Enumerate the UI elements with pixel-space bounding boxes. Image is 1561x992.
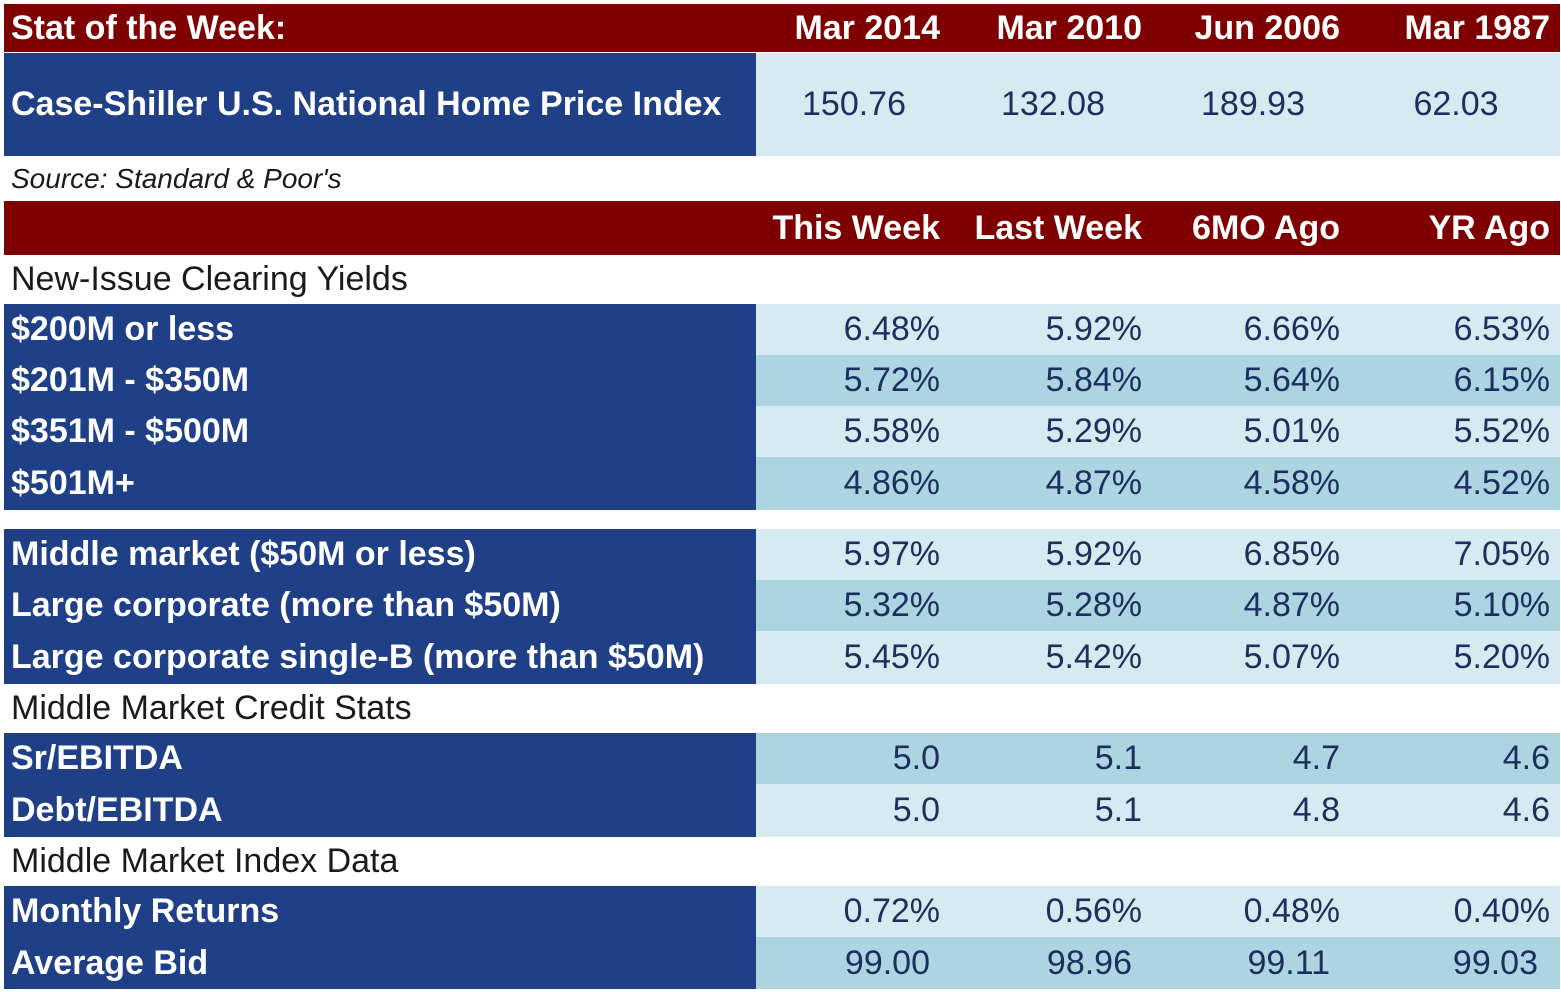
- cell-last-week: 4.87%: [952, 457, 1154, 510]
- stat-header-col-2: Mar 2010: [996, 8, 1142, 47]
- cell-this-week: 0.72%: [756, 886, 952, 937]
- cell-this-week: 5.0: [756, 784, 952, 837]
- table-header-last-week: Last Week: [974, 208, 1142, 247]
- table-row: Large corporate single-B (more than $50M…: [4, 631, 1560, 684]
- table-header-this-week: This Week: [772, 208, 940, 247]
- cell-this-week: 5.0: [756, 733, 952, 784]
- cell-yr-ago: 6.15%: [1352, 355, 1560, 406]
- cell-last-week: 5.1: [952, 733, 1154, 784]
- table-row: Monthly Returns 0.72% 0.56% 0.48% 0.40%: [4, 886, 1560, 937]
- cell-6mo-ago: 5.01%: [1154, 406, 1352, 457]
- cell-this-week: 6.48%: [756, 304, 952, 355]
- cell-last-week: 98.96: [952, 937, 1154, 989]
- table-row: $351M - $500M 5.58% 5.29% 5.01% 5.52%: [4, 406, 1560, 457]
- table-row: $501M+ 4.86% 4.87% 4.58% 4.52%: [4, 457, 1560, 510]
- cell-last-week: 0.56%: [952, 886, 1154, 937]
- cell-last-week: 5.92%: [952, 304, 1154, 355]
- row-label: $201M - $350M: [4, 355, 756, 406]
- cell-last-week: 5.28%: [952, 580, 1154, 631]
- cell-yr-ago: 99.03: [1352, 937, 1560, 989]
- row-label: Sr/EBITDA: [4, 733, 756, 784]
- table-row: Average Bid 99.00 98.96 99.11 99.03: [4, 937, 1560, 989]
- row-label: Average Bid: [4, 937, 756, 989]
- stat-row-label: Case-Shiller U.S. National Home Price In…: [4, 53, 756, 156]
- table-header-spacer: [4, 201, 756, 255]
- stat-value-4: 62.03: [1352, 53, 1560, 156]
- cell-this-week: 5.45%: [756, 631, 952, 684]
- row-label: Debt/EBITDA: [4, 784, 756, 837]
- cell-yr-ago: 4.6: [1352, 733, 1560, 784]
- table-row: Middle market ($50M or less) 5.97% 5.92%…: [4, 529, 1560, 580]
- table-header-yr-ago: YR Ago: [1428, 208, 1550, 247]
- cell-last-week: 5.1: [952, 784, 1154, 837]
- row-label: Large corporate (more than $50M): [4, 580, 756, 631]
- row-label: Large corporate single-B (more than $50M…: [4, 631, 756, 684]
- table-header-6mo-ago: 6MO Ago: [1192, 208, 1340, 247]
- stat-row: Case-Shiller U.S. National Home Price In…: [4, 53, 1560, 156]
- cell-last-week: 5.92%: [952, 529, 1154, 580]
- stat-value-2: 132.08: [952, 53, 1154, 156]
- cell-6mo-ago: 6.85%: [1154, 529, 1352, 580]
- cell-yr-ago: 6.53%: [1352, 304, 1560, 355]
- cell-last-week: 5.29%: [952, 406, 1154, 457]
- cell-yr-ago: 4.52%: [1352, 457, 1560, 510]
- cell-6mo-ago: 6.66%: [1154, 304, 1352, 355]
- cell-6mo-ago: 4.58%: [1154, 457, 1352, 510]
- stat-header-title: Stat of the Week:: [11, 8, 287, 47]
- cell-this-week: 5.72%: [756, 355, 952, 406]
- cell-this-week: 4.86%: [756, 457, 952, 510]
- section-index-data: Middle Market Index Data: [11, 842, 399, 880]
- cell-6mo-ago: 5.64%: [1154, 355, 1352, 406]
- row-label: $351M - $500M: [4, 406, 756, 457]
- cell-yr-ago: 7.05%: [1352, 529, 1560, 580]
- cell-last-week: 5.84%: [952, 355, 1154, 406]
- cell-yr-ago: 5.52%: [1352, 406, 1560, 457]
- cell-6mo-ago: 0.48%: [1154, 886, 1352, 937]
- row-label: Middle market ($50M or less): [4, 529, 756, 580]
- cell-this-week: 99.00: [756, 937, 952, 989]
- section-new-issue: New-Issue Clearing Yields: [11, 260, 408, 298]
- row-label: $501M+: [4, 457, 756, 510]
- section-credit-stats: Middle Market Credit Stats: [11, 689, 412, 727]
- cell-this-week: 5.32%: [756, 580, 952, 631]
- table-header-row: This Week Last Week 6MO Ago YR Ago: [4, 201, 1560, 255]
- table-row: $201M - $350M 5.72% 5.84% 5.64% 6.15%: [4, 355, 1560, 406]
- table-row: Sr/EBITDA 5.0 5.1 4.7 4.6: [4, 733, 1560, 784]
- stat-header-col-3: Jun 2006: [1194, 8, 1340, 47]
- stat-value-1: 150.76: [756, 53, 952, 156]
- cell-6mo-ago: 4.8: [1154, 784, 1352, 837]
- stat-header-col-4: Mar 1987: [1404, 8, 1550, 47]
- source-note: Source: Standard & Poor's: [11, 163, 342, 194]
- cell-last-week: 5.42%: [952, 631, 1154, 684]
- table-row: Debt/EBITDA 5.0 5.1 4.8 4.6: [4, 784, 1560, 837]
- cell-6mo-ago: 4.87%: [1154, 580, 1352, 631]
- cell-6mo-ago: 4.7: [1154, 733, 1352, 784]
- cell-yr-ago: 5.20%: [1352, 631, 1560, 684]
- cell-6mo-ago: 5.07%: [1154, 631, 1352, 684]
- cell-this-week: 5.58%: [756, 406, 952, 457]
- cell-yr-ago: 4.6: [1352, 784, 1560, 837]
- stat-header-row: Stat of the Week: Mar 2014 Mar 2010 Jun …: [4, 4, 1560, 52]
- row-label: $200M or less: [4, 304, 756, 355]
- cell-yr-ago: 0.40%: [1352, 886, 1560, 937]
- stat-value-3: 189.93: [1154, 53, 1352, 156]
- cell-6mo-ago: 99.11: [1154, 937, 1352, 989]
- row-label: Monthly Returns: [4, 886, 756, 937]
- table-row: Large corporate (more than $50M) 5.32% 5…: [4, 580, 1560, 631]
- cell-yr-ago: 5.10%: [1352, 580, 1560, 631]
- cell-this-week: 5.97%: [756, 529, 952, 580]
- table-row: $200M or less 6.48% 5.92% 6.66% 6.53%: [4, 304, 1560, 355]
- stat-header-col-1: Mar 2014: [794, 8, 940, 47]
